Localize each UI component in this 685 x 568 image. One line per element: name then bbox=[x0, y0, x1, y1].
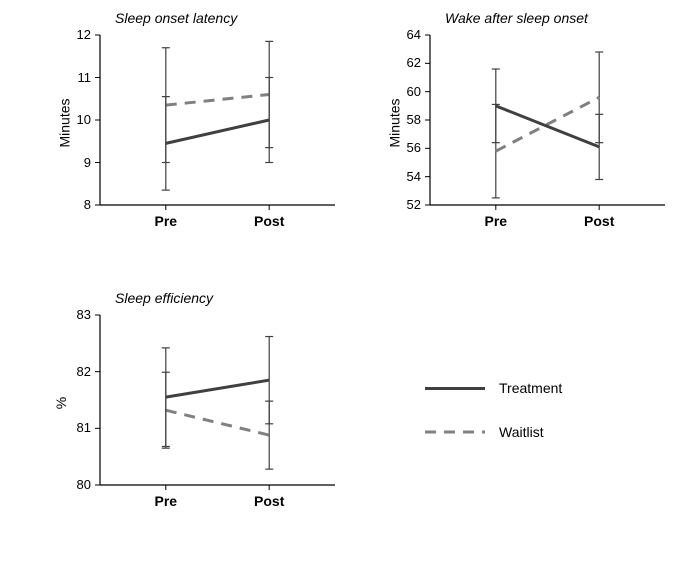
ytick-label: 11 bbox=[61, 70, 91, 85]
legend-swatch-treatment bbox=[425, 387, 485, 390]
plot-svg bbox=[40, 5, 340, 260]
xtick-label: Post bbox=[254, 213, 284, 229]
ytick-label: 56 bbox=[391, 140, 421, 155]
series-waitlist bbox=[166, 410, 269, 435]
figure: Sleep onset latencyMinutes89101112PrePos… bbox=[0, 0, 685, 568]
legend: Treatment Waitlist bbox=[425, 380, 562, 468]
legend-label: Waitlist bbox=[499, 424, 544, 440]
xtick-label: Post bbox=[584, 213, 614, 229]
ytick-label: 81 bbox=[61, 420, 91, 435]
ylabel: % bbox=[53, 397, 69, 409]
ytick-label: 9 bbox=[61, 155, 91, 170]
series-waitlist bbox=[496, 97, 599, 151]
ytick-label: 62 bbox=[391, 55, 421, 70]
ytick-label: 52 bbox=[391, 197, 421, 212]
ytick-label: 54 bbox=[391, 169, 421, 184]
panel-se: Sleep efficiency% 80 81 82 83 Pre Post bbox=[40, 285, 340, 540]
panel-waso: Wake after sleep onsetMinutes52545658606… bbox=[370, 5, 670, 260]
panel-title: Sleep onset latency bbox=[115, 10, 237, 26]
ytick-label: 64 bbox=[391, 27, 421, 42]
panel-title: Sleep efficiency bbox=[115, 290, 213, 306]
ytick-label: 83 bbox=[61, 307, 91, 322]
ytick-label: 80 bbox=[61, 477, 91, 492]
ytick-label: 60 bbox=[391, 84, 421, 99]
xtick-label: Pre bbox=[155, 493, 178, 509]
ytick-label: 12 bbox=[61, 27, 91, 42]
xtick-label: Pre bbox=[485, 213, 508, 229]
series-treatment bbox=[166, 120, 269, 143]
ytick-label: 58 bbox=[391, 112, 421, 127]
plot-svg bbox=[40, 285, 340, 540]
legend-item-treatment: Treatment bbox=[425, 380, 562, 396]
series-treatment bbox=[166, 380, 269, 397]
series-treatment bbox=[496, 106, 599, 147]
legend-label: Treatment bbox=[499, 380, 562, 396]
legend-item-waitlist: Waitlist bbox=[425, 424, 562, 440]
legend-swatch-waitlist bbox=[425, 430, 485, 434]
panel-sol: Sleep onset latencyMinutes89101112PrePos… bbox=[40, 5, 340, 260]
plot-svg bbox=[370, 5, 670, 260]
xtick-label: Post bbox=[254, 493, 284, 509]
xtick-label: Pre bbox=[155, 213, 178, 229]
ytick-label: 10 bbox=[61, 112, 91, 127]
ytick-label: 82 bbox=[61, 364, 91, 379]
panel-title: Wake after sleep onset bbox=[445, 10, 588, 26]
series-waitlist bbox=[166, 95, 269, 106]
ytick-label: 8 bbox=[61, 197, 91, 212]
